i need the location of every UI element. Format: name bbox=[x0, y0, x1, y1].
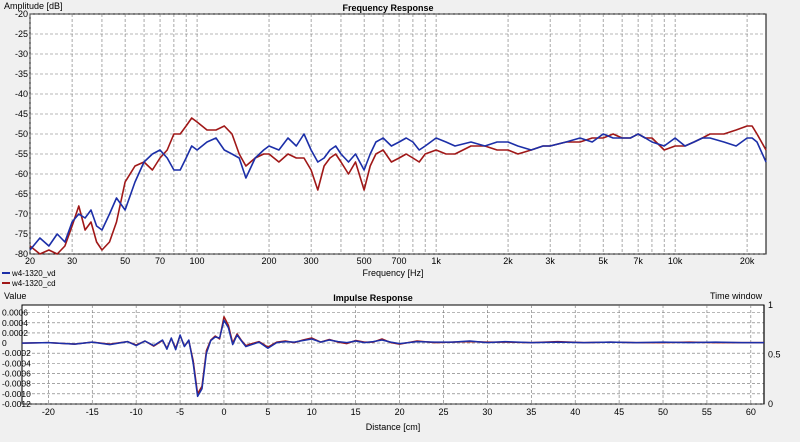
ir-x-axis-label: Distance [cm] bbox=[366, 422, 421, 432]
fr-legend: w4-1320_vd w4-1320_cd bbox=[2, 269, 56, 288]
ir-y-tick: -0.0012 bbox=[2, 399, 31, 409]
fr-x-tick: 10k bbox=[668, 256, 683, 266]
fr-y-tick: -65 bbox=[15, 189, 28, 199]
fr-y-tick: -70 bbox=[15, 209, 28, 219]
fr-x-tick: 1k bbox=[431, 256, 441, 266]
fr-y-tick-labels: -20 -25 -30 -35 -40 -45 -50 -55 -60 -65 -70 -75 -80 bbox=[15, 9, 28, 259]
ir-chart-title: Impulse Response bbox=[333, 293, 413, 303]
ir-gridlines bbox=[22, 305, 765, 405]
ir-y-tick: 0 bbox=[2, 338, 7, 348]
ir-series-lines bbox=[21, 315, 764, 398]
fr-y-tick: -40 bbox=[15, 89, 28, 99]
ir-y-tick: -0.0006 bbox=[2, 369, 31, 379]
ir-x-tick: 20 bbox=[395, 407, 405, 417]
ir-x-tick: 40 bbox=[570, 407, 580, 417]
legend-label-cd: w4-1320_cd bbox=[11, 279, 56, 288]
ir-time-window-tick: 0.5 bbox=[768, 350, 781, 360]
fr-x-tick: 100 bbox=[190, 256, 205, 266]
ir-y-axis-label: Value bbox=[4, 291, 26, 301]
ir-y-tick: -0.0010 bbox=[2, 389, 31, 399]
fr-y-tick: -45 bbox=[15, 109, 28, 119]
ir-x-tick-labels: -20 -15 -10 -5 0 5 10 15 20 25 30 35 40 45 50 55 60 bbox=[42, 407, 756, 417]
fr-y-axis-label: Amplitude [dB] bbox=[4, 1, 63, 11]
ir-x-tick: 45 bbox=[614, 407, 624, 417]
fr-x-tick-labels: 20 30 50 70 100 200 300 500 700 1k 2k 3k 5k 7k 10k 20k bbox=[25, 256, 755, 266]
fr-x-axis-label: Frequency [Hz] bbox=[362, 268, 423, 278]
fr-y-tick: -25 bbox=[15, 29, 28, 39]
impulse-response-chart: Impulse Response Value Time window Dista… bbox=[2, 291, 781, 432]
fr-x-tick: 20 bbox=[25, 256, 35, 266]
fr-x-tick: 5k bbox=[598, 256, 608, 266]
ir-y-tick: 0.0006 bbox=[2, 308, 28, 318]
fr-y-tick: -55 bbox=[15, 149, 28, 159]
ir-y-tick: -0.0008 bbox=[2, 379, 31, 389]
fr-x-tick: 200 bbox=[262, 256, 277, 266]
fr-x-tick: 2k bbox=[503, 256, 513, 266]
ir-y-tick-labels: 0.00060.00040.00020-0.0002-0.0004-0.0006… bbox=[2, 308, 31, 409]
frequency-response-chart: Frequency Response Amplitude [dB] Freque… bbox=[2, 1, 767, 288]
fr-series-lines bbox=[29, 117, 767, 255]
ir-y-tick: -0.0004 bbox=[2, 358, 31, 368]
fr-y-tick: -20 bbox=[15, 9, 28, 19]
fr-x-tick: 20k bbox=[740, 256, 755, 266]
ir-x-tick: -20 bbox=[42, 407, 55, 417]
fr-y-tick: -50 bbox=[15, 129, 28, 139]
fr-y-tick: -60 bbox=[15, 169, 28, 179]
ir-x-tick: 30 bbox=[482, 407, 492, 417]
fr-x-tick: 30 bbox=[67, 256, 77, 266]
fr-x-tick: 70 bbox=[155, 256, 165, 266]
ir-x-tick: 60 bbox=[746, 407, 756, 417]
fr-y-tick: -30 bbox=[15, 49, 28, 59]
fr-x-tick: 3k bbox=[545, 256, 555, 266]
ir-time-window-tick: 1 bbox=[768, 300, 773, 310]
ir-time-window-label: Time window bbox=[710, 291, 763, 301]
ir-x-tick: 15 bbox=[351, 407, 361, 417]
ir-x-tick: 25 bbox=[438, 407, 448, 417]
ir-x-tick: 0 bbox=[221, 407, 226, 417]
ir-x-tick: 10 bbox=[307, 407, 317, 417]
fr-x-tick: 700 bbox=[392, 256, 407, 266]
ir-plot-area bbox=[21, 304, 765, 405]
ir-x-tick: 35 bbox=[526, 407, 536, 417]
fr-x-tick: 300 bbox=[304, 256, 319, 266]
ir-x-tick: 55 bbox=[702, 407, 712, 417]
ir-y-tick: -0.0002 bbox=[2, 348, 31, 358]
ir-x-tick: -15 bbox=[86, 407, 99, 417]
fr-gridlines bbox=[29, 13, 766, 255]
ir-x-tick: -10 bbox=[130, 407, 143, 417]
fr-y-tick: -75 bbox=[15, 229, 28, 239]
fr-x-tick: 50 bbox=[120, 256, 130, 266]
ir-series-line bbox=[21, 319, 764, 398]
fr-x-tick: 500 bbox=[357, 256, 372, 266]
fr-chart-title: Frequency Response bbox=[342, 3, 433, 13]
legend-label-vd: w4-1320_vd bbox=[11, 269, 56, 278]
ir-y-tick: 0.0004 bbox=[2, 318, 28, 328]
fr-y-tick: -80 bbox=[15, 249, 28, 259]
ir-x-tick: 5 bbox=[265, 407, 270, 417]
ir-x-tick: -5 bbox=[176, 407, 184, 417]
ir-time-window-tick: 0 bbox=[768, 399, 773, 409]
ir-time-window-tick-labels: 10.50 bbox=[768, 300, 781, 409]
fr-x-tick: 7k bbox=[633, 256, 643, 266]
fr-y-tick: -35 bbox=[15, 69, 28, 79]
ir-x-tick: 50 bbox=[658, 407, 668, 417]
fr-series-line bbox=[29, 133, 767, 251]
ir-y-tick: 0.0002 bbox=[2, 328, 28, 338]
